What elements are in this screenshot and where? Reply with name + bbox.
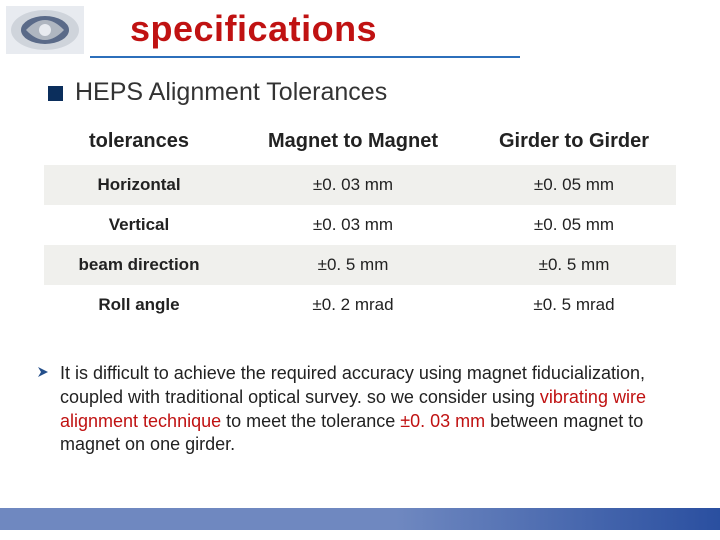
cell-value: ±0. 03 mm	[234, 205, 472, 245]
row-label: beam direction	[44, 245, 234, 285]
note-fragment: to meet the tolerance	[221, 411, 400, 431]
table-row: Vertical ±0. 03 mm ±0. 05 mm	[44, 205, 676, 245]
row-label: Vertical	[44, 205, 234, 245]
subtitle-bullet-row: HEPS Alignment Tolerances	[48, 78, 387, 107]
cell-value: ±0. 2 mrad	[234, 285, 472, 325]
cell-value: ±0. 5 mrad	[472, 285, 676, 325]
cell-value: ±0. 5 mm	[234, 245, 472, 285]
footer-bar	[0, 508, 720, 530]
row-label: Roll angle	[44, 285, 234, 325]
table-row: beam direction ±0. 5 mm ±0. 5 mm	[44, 245, 676, 285]
cell-value: ±0. 5 mm	[472, 245, 676, 285]
col-header: tolerances	[44, 126, 234, 165]
tolerances-table: tolerances Magnet to Magnet Girder to Gi…	[44, 126, 676, 325]
note-highlight: ±0. 03 mm	[400, 411, 485, 431]
arrow-bullet-icon	[36, 365, 52, 379]
table-header-row: tolerances Magnet to Magnet Girder to Gi…	[44, 126, 676, 165]
subtitle-text: HEPS Alignment Tolerances	[75, 78, 387, 107]
note-text: It is difficult to achieve the required …	[60, 362, 692, 457]
table-row: Horizontal ±0. 03 mm ±0. 05 mm	[44, 165, 676, 205]
table-row: Roll angle ±0. 2 mrad ±0. 5 mrad	[44, 285, 676, 325]
col-header: Magnet to Magnet	[234, 126, 472, 165]
square-bullet-icon	[48, 86, 63, 101]
col-header: Girder to Girder	[472, 126, 676, 165]
cell-value: ±0. 05 mm	[472, 205, 676, 245]
row-label: Horizontal	[44, 165, 234, 205]
cell-value: ±0. 05 mm	[472, 165, 676, 205]
title-underline	[90, 56, 520, 58]
slide-title: specifications	[130, 8, 377, 50]
logo	[6, 6, 84, 54]
note-bullet-row: It is difficult to achieve the required …	[36, 362, 692, 457]
cell-value: ±0. 03 mm	[234, 165, 472, 205]
